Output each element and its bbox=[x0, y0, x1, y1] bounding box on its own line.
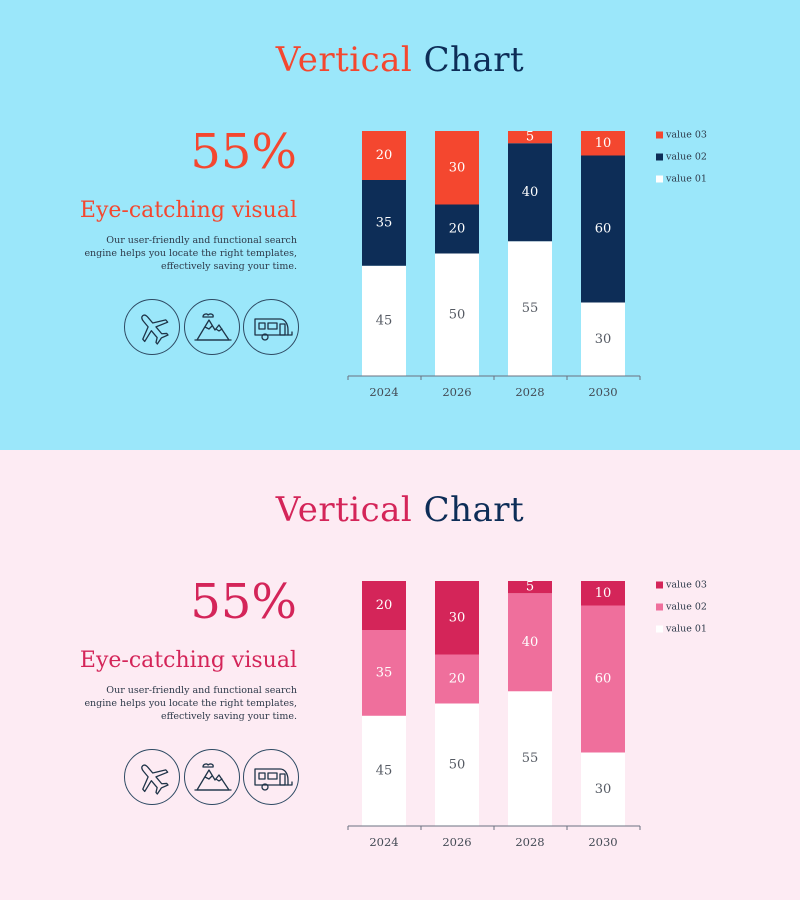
data-label: 50 bbox=[449, 307, 466, 322]
data-label: 35 bbox=[376, 665, 393, 680]
legend-label: value 02 bbox=[665, 602, 707, 613]
legend-swatch bbox=[656, 581, 663, 589]
bar-segment-value-03-2028 bbox=[508, 131, 552, 144]
percent-stat: 55% bbox=[190, 124, 297, 180]
legend-swatch bbox=[656, 131, 663, 139]
title-word-chart: Chart bbox=[423, 490, 525, 530]
x-tick-label: 2024 bbox=[369, 385, 398, 399]
mountains-icon bbox=[184, 299, 240, 355]
data-label: 40 bbox=[522, 635, 539, 650]
bar-segment-value-01-2024 bbox=[362, 265, 406, 376]
data-label: 30 bbox=[449, 160, 466, 175]
title-word-vertical: Vertical bbox=[275, 490, 413, 530]
data-label: 10 bbox=[595, 586, 612, 601]
legend-swatch bbox=[656, 153, 663, 161]
x-tick-label: 2026 bbox=[442, 385, 471, 399]
data-label: 30 bbox=[449, 610, 466, 625]
data-label: 20 bbox=[449, 672, 466, 687]
bar-segment-value-01-2030 bbox=[581, 752, 625, 826]
description-text: Our user-friendly and functional search … bbox=[84, 235, 297, 272]
legend-label: value 01 bbox=[665, 174, 707, 185]
data-label: 45 bbox=[376, 763, 393, 778]
data-label: 55 bbox=[522, 301, 539, 316]
x-tick-label: 2030 bbox=[588, 385, 617, 399]
bar-segment-value-03-2030 bbox=[581, 581, 625, 606]
legend-swatch bbox=[656, 625, 663, 633]
bar-segment-value-01-2028 bbox=[508, 691, 552, 826]
airplane-icon bbox=[124, 299, 180, 355]
x-tick-label: 2028 bbox=[515, 835, 544, 849]
bar-segment-value-01-2024 bbox=[362, 715, 406, 826]
camper-icon bbox=[243, 299, 299, 355]
slide-title: Vertical Chart bbox=[0, 40, 800, 80]
legend-label: value 02 bbox=[665, 152, 707, 163]
description-text: Our user-friendly and functional search … bbox=[84, 685, 297, 722]
legend-swatch bbox=[656, 603, 663, 611]
data-label: 20 bbox=[376, 598, 393, 613]
bar-segment-value-02-2024 bbox=[362, 180, 406, 266]
bar-segment-value-03-2028 bbox=[508, 581, 552, 594]
bar-segment-value-02-2028 bbox=[508, 143, 552, 242]
legend-label: value 03 bbox=[665, 580, 707, 591]
x-tick-label: 2026 bbox=[442, 835, 471, 849]
bar-segment-value-02-2030 bbox=[581, 605, 625, 753]
data-label: 5 bbox=[526, 130, 534, 145]
subheading: Eye-catching visual bbox=[79, 198, 297, 223]
bar-segment-value-02-2026 bbox=[435, 204, 479, 254]
data-label: 30 bbox=[595, 332, 612, 347]
data-label: 55 bbox=[522, 751, 539, 766]
percent-stat: 55% bbox=[190, 574, 297, 630]
bar-segment-value-01-2030 bbox=[581, 302, 625, 376]
bar-segment-value-01-2026 bbox=[435, 703, 479, 826]
bar-segment-value-03-2030 bbox=[581, 131, 625, 156]
airplane-icon bbox=[124, 749, 180, 805]
bar-segment-value-02-2028 bbox=[508, 593, 552, 692]
bar-segment-value-02-2030 bbox=[581, 155, 625, 303]
data-label: 20 bbox=[376, 148, 393, 163]
mountains-icon bbox=[184, 749, 240, 805]
bar-segment-value-01-2028 bbox=[508, 241, 552, 376]
x-tick-label: 2030 bbox=[588, 835, 617, 849]
slide-title: Vertical Chart bbox=[0, 490, 800, 530]
data-label: 40 bbox=[522, 185, 539, 200]
title-word-vertical: Vertical bbox=[275, 40, 413, 80]
data-label: 60 bbox=[595, 672, 612, 687]
data-label: 20 bbox=[449, 222, 466, 237]
legend-swatch bbox=[656, 175, 663, 183]
data-label: 5 bbox=[526, 580, 534, 595]
bar-segment-value-03-2024 bbox=[362, 581, 406, 630]
x-tick-label: 2024 bbox=[369, 835, 398, 849]
data-label: 60 bbox=[595, 222, 612, 237]
bar-segment-value-03-2024 bbox=[362, 131, 406, 180]
x-tick-label: 2028 bbox=[515, 385, 544, 399]
bar-segment-value-02-2024 bbox=[362, 630, 406, 716]
bar-segment-value-02-2026 bbox=[435, 654, 479, 704]
bar-segment-value-01-2026 bbox=[435, 253, 479, 376]
stacked-bar-chart: 453520202450203020265540520283060102030v… bbox=[347, 130, 707, 399]
bar-segment-value-03-2026 bbox=[435, 131, 479, 205]
data-label: 10 bbox=[595, 136, 612, 151]
title-word-chart: Chart bbox=[423, 40, 525, 80]
bar-segment-value-03-2026 bbox=[435, 581, 479, 655]
data-label: 35 bbox=[376, 215, 393, 230]
slide-top: Vertical Chart 55% Eye-catching visual O… bbox=[0, 0, 800, 450]
data-label: 50 bbox=[449, 757, 466, 772]
camper-icon bbox=[243, 749, 299, 805]
stacked-bar-chart: 453520202450203020265540520283060102030v… bbox=[347, 580, 707, 849]
legend-label: value 03 bbox=[665, 130, 707, 141]
data-label: 30 bbox=[595, 782, 612, 797]
subheading: Eye-catching visual bbox=[79, 648, 297, 673]
legend-label: value 01 bbox=[665, 624, 707, 635]
slide-bottom: Vertical Chart 55% Eye-catching visual O… bbox=[0, 450, 800, 900]
data-label: 45 bbox=[376, 313, 393, 328]
